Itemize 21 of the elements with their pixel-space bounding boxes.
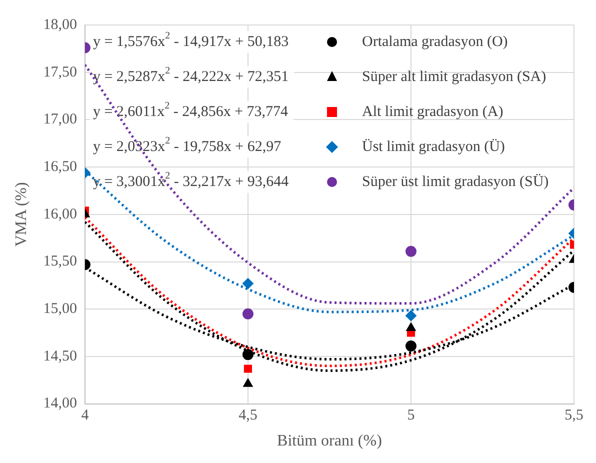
line-series — [84, 64, 574, 305]
y-tick-label: 15,50 — [43, 254, 77, 270]
x-axis-title: Bitüm oranı (%) — [277, 432, 382, 450]
y-tick-label: 14,50 — [43, 348, 77, 364]
legend-label: Süper üst limit gradasyon (SÜ) — [362, 172, 549, 190]
x-tick-label: 4 — [81, 408, 90, 424]
legend-label: Üst limit gradasyon (Ü) — [362, 138, 505, 155]
legend-label: Süper alt limit gradasyon (SA) — [362, 68, 546, 85]
y-tick-label: 17,50 — [43, 64, 77, 80]
y-tick-label: 17,00 — [43, 112, 77, 128]
x-tick-label: 5,5 — [564, 408, 584, 424]
y-tick-label: 18,00 — [43, 16, 77, 33]
y-tick-label: 15,00 — [43, 301, 77, 318]
legend-label: Alt limit gradasyon (A) — [362, 104, 504, 120]
y-tick-label: 16,00 — [43, 206, 77, 222]
y-tick-label: 16,50 — [43, 158, 77, 175]
y-axis-title: VMA (%) — [12, 182, 30, 247]
x-tick-label: 4,5 — [238, 408, 258, 424]
legend-label: Ortalama gradasyon (O) — [362, 34, 508, 50]
y-tick-label: 14,00 — [43, 396, 77, 412]
x-tick-label: 5 — [407, 408, 415, 424]
